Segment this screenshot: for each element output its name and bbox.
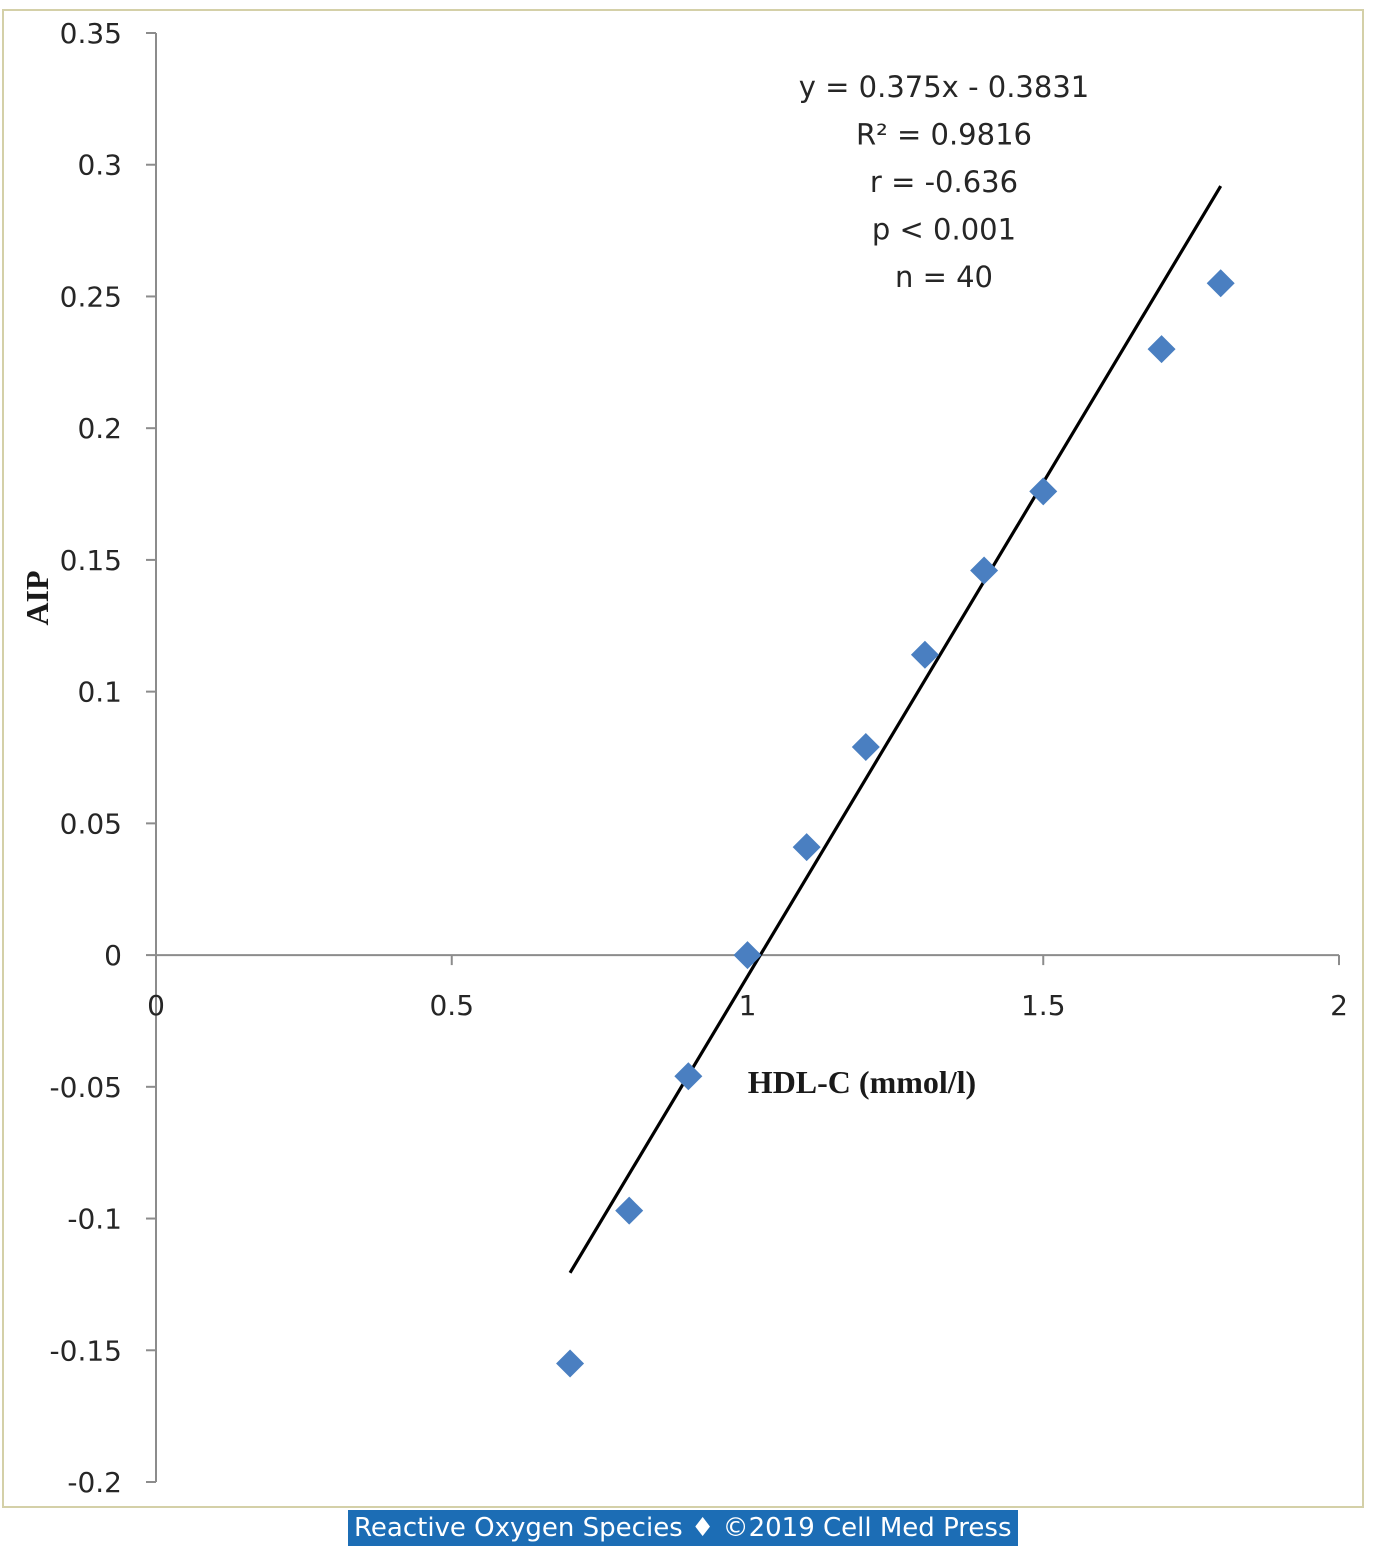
y-tick-label: 0.25 <box>60 280 122 313</box>
x-tick-label: 0 <box>147 989 165 1022</box>
y-tick-label: 0 <box>104 939 122 972</box>
y-tick-label: -0.2 <box>67 1466 122 1499</box>
data-point <box>970 556 999 585</box>
footer-text: Reactive Oxygen Species ♦ ©2019 Cell Med… <box>354 1513 1012 1543</box>
data-point <box>674 1062 703 1091</box>
y-axis-title: AIP <box>19 570 55 625</box>
data-point <box>1029 477 1058 506</box>
data-point <box>1206 269 1235 298</box>
annotation-line: r = -0.636 <box>870 165 1018 199</box>
y-tick-label: 0.2 <box>77 412 122 445</box>
data-point <box>733 941 762 970</box>
scatter-chart: 0.35 0.3 0.25 0.2 0.15 0.1 0.05 0 -0.05 -0.1 -0.15… <box>19 17 1348 1499</box>
y-tick-label: -0.05 <box>50 1071 122 1104</box>
annotation-line: y = 0.375x - 0.3831 <box>799 70 1089 104</box>
x-tick-label: 1.5 <box>1021 989 1066 1022</box>
chart-frame <box>2 9 1364 1508</box>
data-point <box>556 1349 585 1378</box>
y-tick-label: -0.15 <box>50 1334 122 1367</box>
data-point <box>615 1196 644 1225</box>
x-tick-label: 1 <box>739 989 757 1022</box>
y-tick-label: 0.1 <box>77 676 122 709</box>
regression-annotation: y = 0.375x - 0.3831 R² = 0.9816 r = -0.636… <box>799 70 1089 294</box>
y-tick-label: 0.15 <box>60 544 122 577</box>
data-point <box>851 732 880 761</box>
x-axis-title: HDL-C (mmol/l) <box>748 1064 976 1100</box>
y-tick-label: 0.05 <box>60 807 122 840</box>
annotation-line: n = 40 <box>895 260 993 294</box>
y-tick-label: 0.3 <box>77 149 122 182</box>
y-tick-label: -0.1 <box>67 1203 122 1236</box>
footer-banner: Reactive Oxygen Species ♦ ©2019 Cell Med… <box>348 1510 1018 1546</box>
trendline <box>568 185 1223 1274</box>
data-point <box>910 640 939 669</box>
tick-labels: 0.35 0.3 0.25 0.2 0.15 0.1 0.05 0 -0.05 -0.1 -0.15… <box>50 17 1348 1499</box>
axes <box>146 32 1340 1483</box>
x-tick-label: 0.5 <box>429 989 474 1022</box>
annotation-line: R² = 0.9816 <box>856 118 1032 152</box>
data-point <box>792 833 821 862</box>
x-tick-label: 2 <box>1330 989 1348 1022</box>
y-tick-label: 0.35 <box>60 17 122 50</box>
data-points <box>556 269 1235 1378</box>
annotation-line: p < 0.001 <box>872 213 1016 247</box>
data-point <box>1147 335 1176 364</box>
